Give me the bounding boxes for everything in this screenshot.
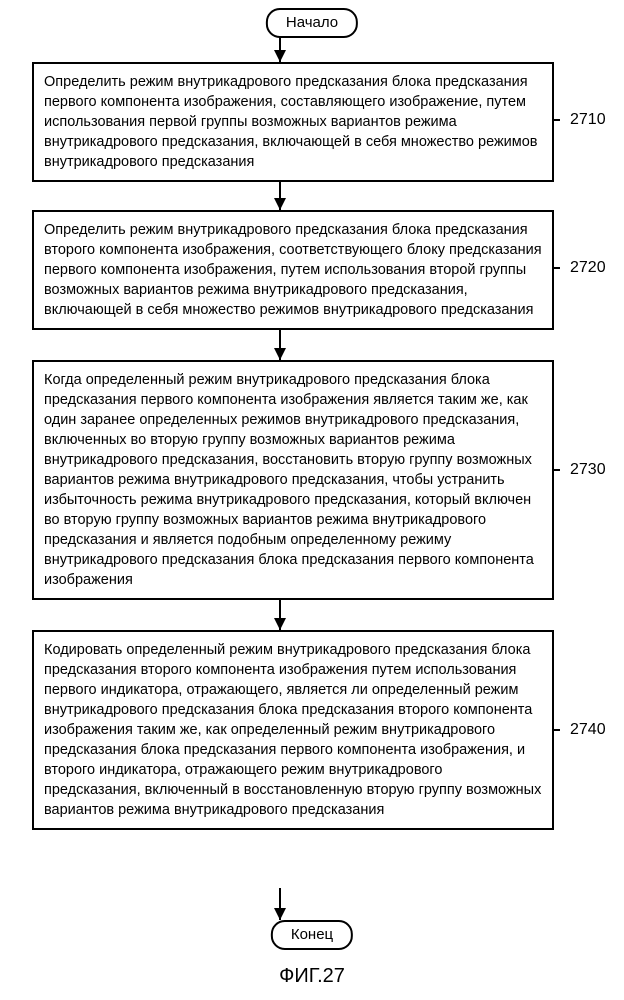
terminator-start: Начало (266, 8, 358, 38)
step-label-2710: 2710 (570, 110, 606, 130)
step-label-2740: 2740 (570, 720, 606, 740)
step-label-2730: 2730 (570, 460, 606, 480)
process-box-2730: Когда определенный режим внутрикадрового… (32, 360, 554, 600)
step-label-2720: 2720 (570, 258, 606, 278)
figure-caption: ФИГ.27 (279, 965, 345, 988)
process-box-2720: Определить режим внутрикадрового предска… (32, 210, 554, 330)
terminator-end: Конец (271, 920, 353, 950)
process-box-2710: Определить режим внутрикадрового предска… (32, 62, 554, 182)
process-box-2740: Кодировать определенный режим внутрикадр… (32, 630, 554, 830)
flowchart-page: Начало Конец Определить режим внутрикадр… (0, 0, 624, 1000)
